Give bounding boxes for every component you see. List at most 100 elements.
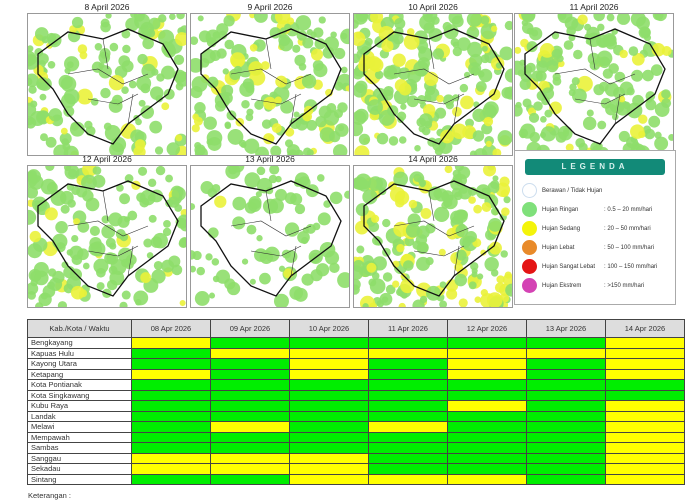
forecast-cell xyxy=(210,410,290,422)
legend-range: : 20 – 50 mm/hari xyxy=(604,225,651,232)
forecast-cell xyxy=(447,463,527,475)
forecast-cell xyxy=(368,452,448,464)
forecast-cell xyxy=(210,452,290,464)
forecast-cell xyxy=(605,431,685,443)
forecast-cell xyxy=(526,368,606,380)
region-name: Bengkayang xyxy=(27,337,132,349)
forecast-cell xyxy=(131,379,211,391)
forecast-cell xyxy=(605,463,685,475)
forecast-cell xyxy=(605,400,685,412)
forecast-cell xyxy=(368,389,448,401)
legend-item: Hujan Ekstrem: >150 mm/hari xyxy=(515,276,675,295)
region-name: Sanggau xyxy=(27,452,132,464)
forecast-cell xyxy=(289,347,369,359)
forecast-cell xyxy=(210,421,290,433)
legend-label: Berawan / Tidak Hujan xyxy=(542,187,603,194)
forecast-cell xyxy=(368,337,448,349)
forecast-cell xyxy=(447,442,527,454)
region-name: Kayong Utara xyxy=(27,358,132,370)
forecast-cell xyxy=(210,400,290,412)
forecast-cell xyxy=(526,337,606,349)
table-row: Melawi xyxy=(27,421,685,433)
forecast-cell xyxy=(131,431,211,443)
forecast-cell xyxy=(131,389,211,401)
forecast-cell xyxy=(368,463,448,475)
map-title: 13 April 2026 xyxy=(245,154,295,164)
forecast-cell xyxy=(131,473,211,485)
date-header: 10 Apr 2026 xyxy=(289,319,369,338)
region-name: Ketapang xyxy=(27,368,132,380)
legend-item: Hujan Sedang : 20 – 50 mm/hari xyxy=(515,219,675,238)
forecast-cell xyxy=(605,421,685,433)
legend-swatch xyxy=(522,278,537,293)
legend-title: LEGENDA xyxy=(525,159,665,175)
forecast-cell xyxy=(131,400,211,412)
table-row: Kapuas Hulu xyxy=(27,347,685,359)
forecast-cell xyxy=(368,400,448,412)
forecast-cell xyxy=(526,389,606,401)
forecast-cell xyxy=(605,347,685,359)
forecast-cell xyxy=(368,379,448,391)
rainfall-map xyxy=(353,165,513,308)
forecast-cell xyxy=(368,421,448,433)
forecast-cell xyxy=(289,379,369,391)
forecast-cell xyxy=(526,421,606,433)
rainfall-map xyxy=(514,13,674,156)
legend-swatch xyxy=(522,221,537,236)
legend-range: : 100 – 150 mm/hari xyxy=(604,263,658,270)
forecast-cell xyxy=(131,442,211,454)
table-row: Sekadau xyxy=(27,463,685,475)
forecast-cell xyxy=(447,358,527,370)
forecast-cell xyxy=(605,368,685,380)
forecast-cell xyxy=(289,463,369,475)
forecast-cell xyxy=(526,347,606,359)
forecast-cell xyxy=(131,463,211,475)
forecast-cell xyxy=(447,337,527,349)
forecast-cell xyxy=(526,473,606,485)
legend-label: Hujan Sedang xyxy=(542,225,581,232)
forecast-cell xyxy=(289,473,369,485)
forecast-cell xyxy=(368,410,448,422)
forecast-cell xyxy=(210,442,290,454)
region-name: Kota Singkawang xyxy=(27,389,132,401)
forecast-cell xyxy=(289,410,369,422)
forecast-cell xyxy=(447,400,527,412)
forecast-cell xyxy=(447,452,527,464)
region-name: Sambas xyxy=(27,442,132,454)
forecast-cell xyxy=(368,347,448,359)
forecast-cell xyxy=(210,473,290,485)
forecast-cell xyxy=(605,337,685,349)
forecast-cell xyxy=(289,421,369,433)
rainfall-map xyxy=(190,165,350,308)
forecast-cell xyxy=(289,400,369,412)
forecast-cell xyxy=(289,358,369,370)
forecast-cell xyxy=(289,452,369,464)
table-row: Sanggau xyxy=(27,452,685,464)
forecast-cell xyxy=(605,358,685,370)
forecast-cell xyxy=(447,389,527,401)
rainfall-map xyxy=(353,13,513,156)
forecast-cell xyxy=(210,347,290,359)
legend-range: : >150 mm/hari xyxy=(604,282,645,289)
forecast-cell xyxy=(447,431,527,443)
legend-range: : 0.5 – 20 mm/hari xyxy=(604,206,653,213)
rainfall-map xyxy=(190,13,350,156)
forecast-cell xyxy=(210,358,290,370)
forecast-cell xyxy=(289,337,369,349)
region-name: Mempawah xyxy=(27,431,132,443)
forecast-cell xyxy=(131,452,211,464)
map-title: 9 April 2026 xyxy=(247,2,293,12)
forecast-cell xyxy=(368,431,448,443)
forecast-cell xyxy=(526,442,606,454)
table-row: Landak xyxy=(27,410,685,422)
region-name: Sekadau xyxy=(27,463,132,475)
forecast-table: Kab./Kota / Waktu 08 Apr 2026 09 Apr 2026 1… xyxy=(27,319,685,485)
forecast-cell xyxy=(526,358,606,370)
forecast-cell xyxy=(605,379,685,391)
date-header: 11 Apr 2026 xyxy=(368,319,448,338)
legend-swatch xyxy=(522,202,537,217)
region-name: Kapuas Hulu xyxy=(27,347,132,359)
forecast-cell xyxy=(210,389,290,401)
table-row: Sintang xyxy=(27,473,685,485)
legend-item: Hujan Sangat Lebat: 100 – 150 mm/hari xyxy=(515,257,675,276)
